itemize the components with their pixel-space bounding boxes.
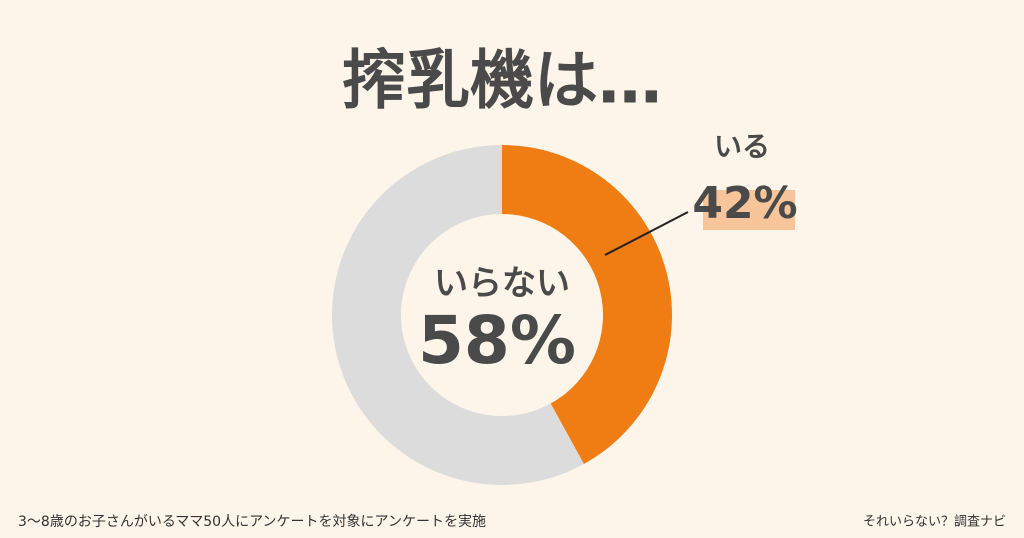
- value-label: 42%: [692, 178, 797, 229]
- donut-segment: [502, 145, 672, 464]
- category-label: いる: [714, 130, 770, 163]
- category-label: いらない: [434, 264, 570, 304]
- donut-segment: [332, 145, 584, 485]
- leader-line: [604, 211, 689, 256]
- value-label: 58%: [418, 302, 576, 379]
- footnote: 3〜8歳のお子さんがいるママ50人にアンケートを対象にアンケートを実施: [18, 514, 486, 530]
- chart-title: 搾乳機は…: [342, 45, 662, 119]
- source: それいらない？調査ナビ: [863, 515, 1006, 530]
- label-highlight: [703, 190, 795, 230]
